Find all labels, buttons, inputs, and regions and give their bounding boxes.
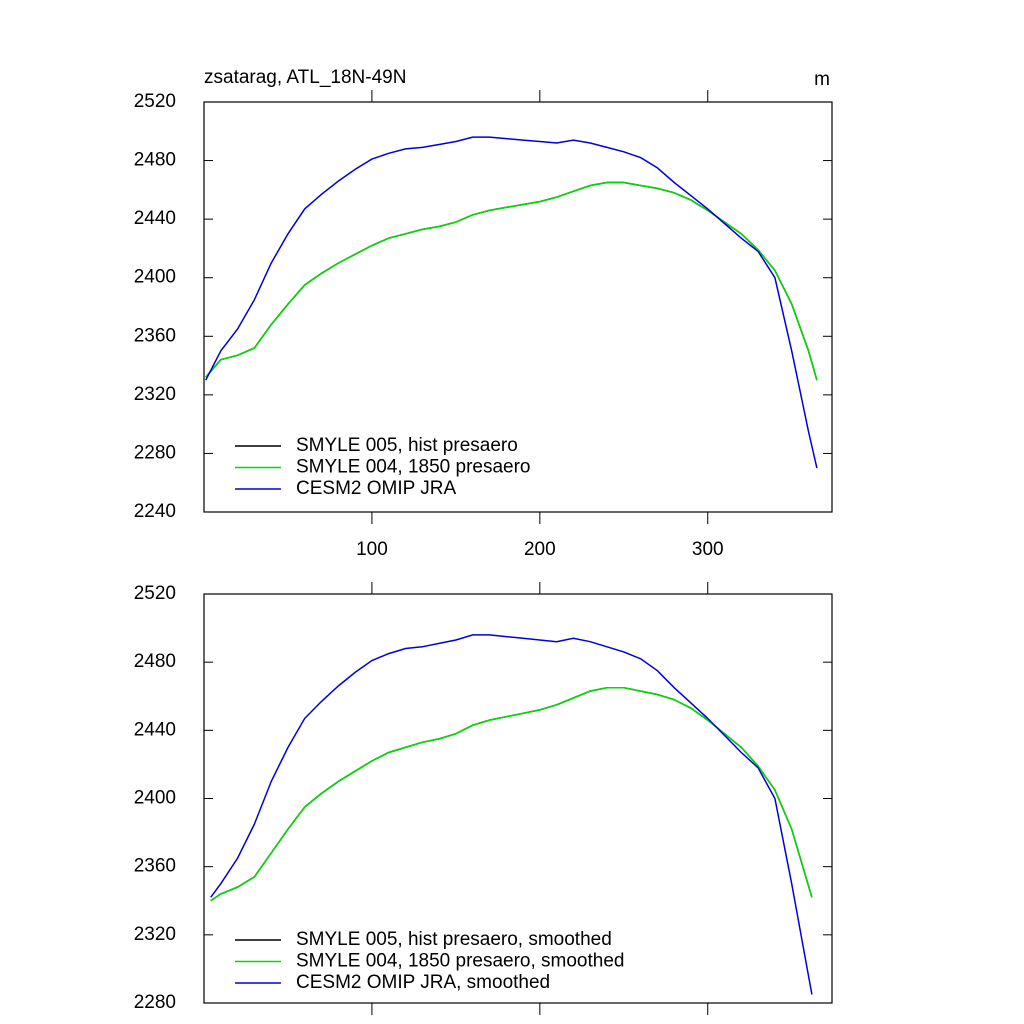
series-line xyxy=(210,634,813,995)
y-tick-label: 2480 xyxy=(134,150,176,171)
legend-label: SMYLE 004, 1850 presaero xyxy=(296,457,531,478)
series-line xyxy=(205,181,818,381)
y-tick-label: 2360 xyxy=(134,856,176,877)
legend-label: CESM2 OMIP JRA, smoothed xyxy=(296,972,550,993)
y-tick-label: 2520 xyxy=(134,91,176,112)
series-line xyxy=(205,181,818,381)
y-tick-label: 2360 xyxy=(134,325,176,346)
legend-label: CESM2 OMIP JRA xyxy=(296,478,456,499)
y-tick-label: 2480 xyxy=(134,651,176,672)
legend-label: SMYLE 004, 1850 presaero, smoothed xyxy=(296,951,624,972)
y-tick-label: 2520 xyxy=(134,583,176,604)
y-tick-label: 2320 xyxy=(134,384,176,405)
y-tick-label: 2240 xyxy=(134,501,176,522)
plot-frame xyxy=(203,101,833,513)
y-tick-label: 2280 xyxy=(134,992,176,1013)
units-label: m xyxy=(814,69,830,90)
x-tick-label: 100 xyxy=(356,539,388,560)
y-tick-label: 2440 xyxy=(134,719,176,740)
x-tick-label: 300 xyxy=(692,539,724,560)
legend-label: SMYLE 005, hist presaero, smoothed xyxy=(296,929,612,950)
series-line xyxy=(205,136,818,469)
chart-title: zsatarag, ATL_18N-49N xyxy=(204,67,406,88)
y-tick-label: 2320 xyxy=(134,924,176,945)
series-line xyxy=(210,686,813,902)
y-tick-label: 2400 xyxy=(134,788,176,809)
y-tick-label: 2280 xyxy=(134,442,176,463)
y-tick-label: 2400 xyxy=(134,267,176,288)
y-tick-label: 2440 xyxy=(134,208,176,229)
series-line xyxy=(210,686,813,902)
legend-label: SMYLE 005, hist presaero xyxy=(296,435,518,456)
x-tick-label: 200 xyxy=(524,539,556,560)
